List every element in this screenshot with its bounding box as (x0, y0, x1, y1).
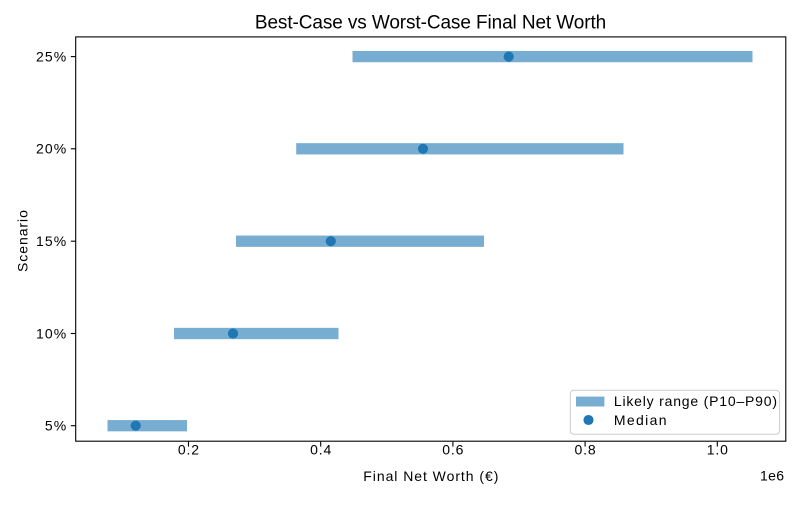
svg-text:15%: 15% (36, 233, 67, 249)
svg-text:20%: 20% (36, 141, 67, 157)
svg-text:10%: 10% (36, 325, 67, 341)
svg-text:Best-Case vs Worst-Case Final: Best-Case vs Worst-Case Final Net Worth (255, 13, 606, 34)
svg-text:Scenario: Scenario (15, 209, 31, 272)
svg-text:0.4: 0.4 (310, 442, 332, 458)
svg-text:Final Net Worth (€): Final Net Worth (€) (363, 468, 499, 484)
svg-text:5%: 5% (45, 418, 67, 434)
svg-text:0.2: 0.2 (178, 442, 200, 458)
svg-text:0.6: 0.6 (442, 442, 464, 458)
svg-text:Median: Median (614, 412, 668, 428)
svg-text:0.8: 0.8 (574, 442, 596, 458)
svg-text:25%: 25% (36, 49, 67, 65)
svg-text:Likely range (P10–P90): Likely range (P10–P90) (614, 393, 778, 409)
svg-text:1e6: 1e6 (760, 467, 785, 483)
svg-text:1.0: 1.0 (707, 442, 729, 458)
